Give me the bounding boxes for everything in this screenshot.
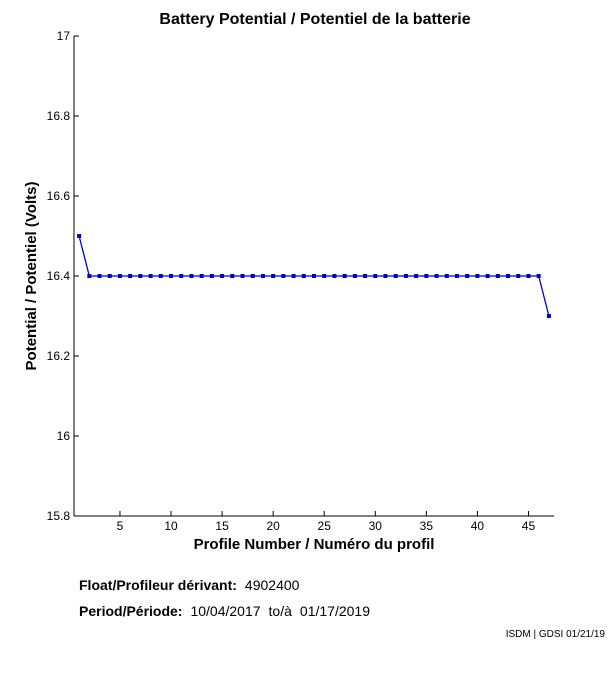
data-point <box>414 274 419 278</box>
x-tick-label: 15 <box>215 519 229 533</box>
data-point <box>240 274 245 278</box>
float-value: 4902400 <box>244 577 300 593</box>
data-point <box>128 274 133 278</box>
y-tick-label: 17 <box>57 29 71 43</box>
y-tick-label: 16.6 <box>47 189 71 203</box>
x-tick-label: 20 <box>266 519 280 533</box>
data-point <box>271 274 276 278</box>
data-point <box>169 274 174 278</box>
data-point <box>373 274 378 278</box>
float-info: Float/Profileur dérivant: 4902400 <box>79 577 299 593</box>
data-point <box>117 274 122 278</box>
data-point <box>312 274 316 278</box>
chart-title: Battery Potential / Potentiel de la batt… <box>159 11 470 28</box>
x-tick-label: 40 <box>471 519 485 533</box>
period-end: 01/17/2019 <box>299 603 370 619</box>
x-tick-label: 25 <box>318 519 332 533</box>
x-tick-label: 30 <box>369 519 383 533</box>
data-point <box>107 274 112 278</box>
data-point <box>322 274 327 278</box>
period-separator: to/à <box>268 603 292 619</box>
data-point <box>546 314 551 318</box>
y-tick-label: 16.2 <box>47 349 71 363</box>
data-point <box>291 274 296 278</box>
y-tick-label: 16.8 <box>47 109 71 123</box>
data-point <box>332 274 337 278</box>
period-info: Period/Période: 10/04/2017 to/à 01/17/2019 <box>79 603 370 619</box>
data-point <box>403 274 408 278</box>
y-axis-label: Potential / Potentiel (Volts) <box>23 182 40 371</box>
data-point <box>260 274 265 278</box>
data-point <box>87 274 92 278</box>
x-axis-label: Profile Number / Numéro du profil <box>194 536 435 553</box>
data-point <box>363 274 368 278</box>
data-point <box>536 274 541 278</box>
data-point <box>434 274 439 278</box>
data-point <box>506 274 511 278</box>
period-label: Period/Période: <box>79 603 183 619</box>
data-point <box>138 274 143 278</box>
data-point <box>77 234 82 238</box>
data-point <box>516 274 521 278</box>
period-start: 10/04/2017 <box>190 603 261 619</box>
data-point <box>465 274 470 278</box>
x-tick-label: 45 <box>522 519 536 533</box>
data-point <box>526 274 531 278</box>
data-point <box>475 274 480 278</box>
data-point <box>485 274 490 278</box>
y-tick-label: 16.4 <box>47 269 71 283</box>
data-point <box>179 274 184 278</box>
data-point <box>220 274 225 278</box>
data-point <box>189 274 194 278</box>
x-tick-label: 10 <box>164 519 178 533</box>
data-point <box>454 274 459 278</box>
y-tick-label: 16 <box>57 429 71 443</box>
data-point <box>230 274 235 278</box>
data-point <box>281 274 286 278</box>
data-point <box>352 274 357 278</box>
data-point <box>444 274 449 278</box>
data-point <box>158 274 163 278</box>
battery-potential-chart: Battery Potential / Potentiel de la batt… <box>23 11 554 553</box>
data-point <box>393 274 398 278</box>
data-point <box>148 274 153 278</box>
data-point <box>209 274 214 278</box>
data-point <box>199 274 204 278</box>
data-point <box>250 274 255 278</box>
data-point <box>342 274 347 278</box>
data-point <box>424 274 429 278</box>
data-point <box>97 274 102 278</box>
credit-text: ISDM | GDSI 01/21/19 <box>505 629 605 640</box>
data-point <box>495 274 500 278</box>
y-tick-label: 15.8 <box>47 509 71 523</box>
x-tick-label: 35 <box>420 519 434 533</box>
data-points <box>77 234 551 318</box>
axes <box>73 35 554 517</box>
data-point <box>383 274 388 278</box>
tick-labels: 15.8 16 16.2 16.4 16.6 16.8 17 5 10 15 20 25 30 35 40 4… <box>47 29 536 533</box>
data-point <box>301 274 306 278</box>
float-label: Float/Profileur dérivant: <box>79 577 237 593</box>
x-tick-label: 5 <box>117 519 124 533</box>
